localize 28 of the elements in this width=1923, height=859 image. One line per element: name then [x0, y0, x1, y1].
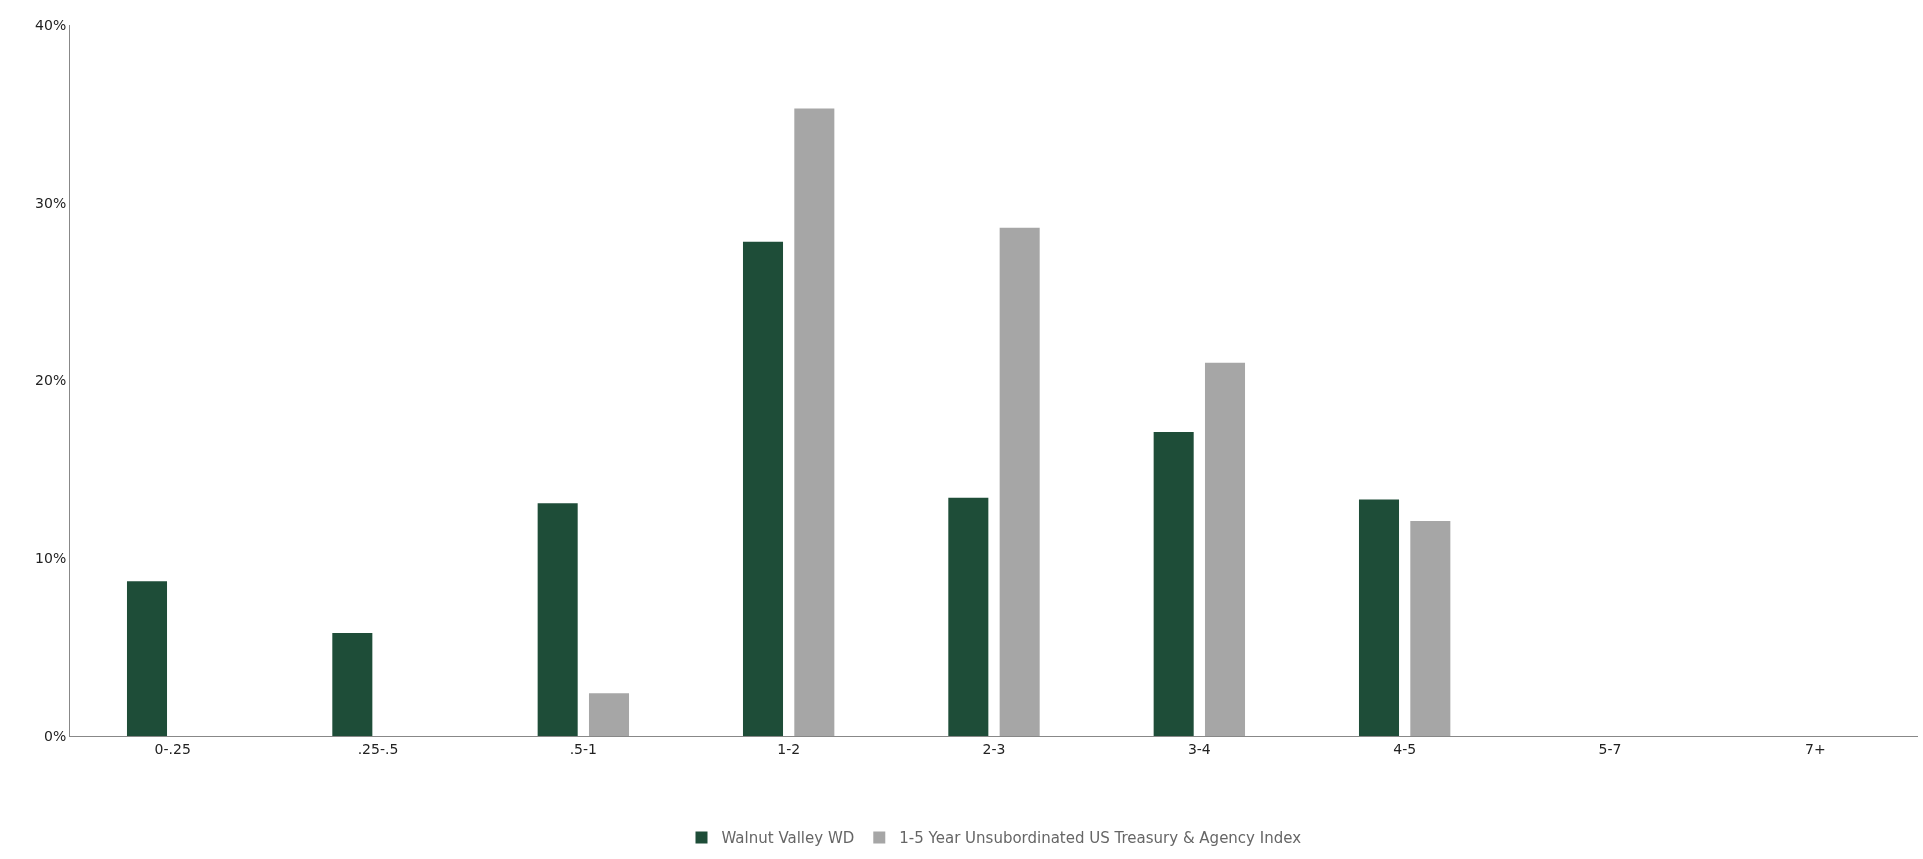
bar: [742, 241, 784, 736]
x-tick-label: 1-2: [777, 740, 801, 757]
bar: [126, 581, 168, 736]
y-tick-label: 20%: [35, 372, 67, 389]
legend-label: 1-5 Year Unsubordinated US Treasury & Agency Index: [899, 829, 1302, 848]
bar: [537, 503, 578, 736]
bar: [794, 108, 835, 736]
bar: [588, 693, 630, 736]
x-tick-label: .25-.5: [357, 740, 399, 757]
legend-label: Walnut Valley WD: [721, 829, 855, 848]
bar: [999, 227, 1040, 736]
x-tick-label: 7+: [1805, 740, 1826, 757]
bar: [948, 497, 989, 736]
bar: [332, 632, 373, 736]
y-tick-label: 0%: [43, 727, 67, 744]
bar: [1204, 362, 1246, 736]
x-tick-label: 5-7: [1598, 740, 1622, 757]
bar: [1410, 520, 1451, 736]
y-tick-label: 30%: [35, 194, 67, 211]
bar: [1153, 432, 1194, 736]
x-tick-label: 0-.25: [154, 740, 191, 757]
y-tick-label: 40%: [35, 16, 67, 33]
bar: [1358, 499, 1400, 736]
x-tick-label: 2-3: [982, 740, 1006, 757]
x-tick-label: .5-1: [569, 740, 597, 757]
x-tick-label: 4-5: [1393, 740, 1417, 757]
x-tick-label: 3-4: [1187, 740, 1211, 757]
y-tick-label: 10%: [35, 550, 67, 567]
